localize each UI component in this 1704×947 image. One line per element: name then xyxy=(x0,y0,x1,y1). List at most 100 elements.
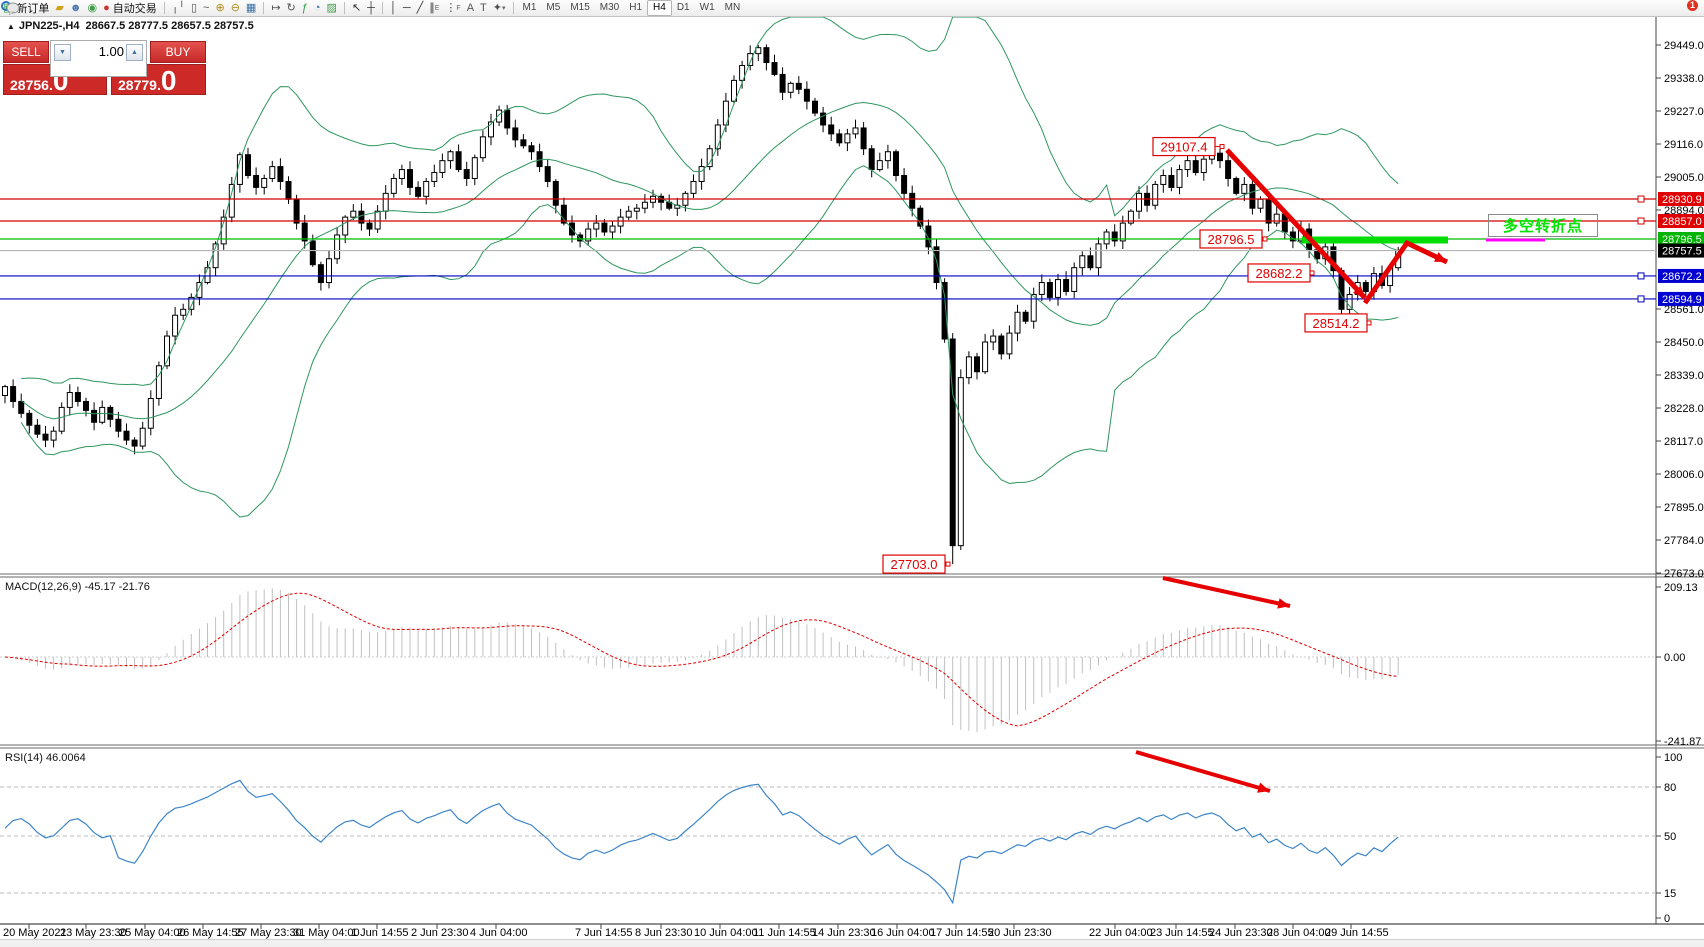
candlestick-chart-icon: ▯ xyxy=(190,2,198,14)
periods-icon: ◔ xyxy=(313,2,321,14)
templates-icon: ▨ xyxy=(326,2,337,14)
indicators-icon: ƒ xyxy=(301,2,308,14)
new-order-button-label: 新订单 xyxy=(16,3,50,15)
svg-text:28561.0: 28561.0 xyxy=(1664,304,1704,316)
horizontal-lines[interactable] xyxy=(0,195,1656,303)
zoom-in-icon[interactable]: ⊕ xyxy=(212,1,227,15)
chart-caption: ▲ JPN225-,H4 28667.5 28777.5 28657.5 28757… xyxy=(7,20,254,32)
horizontal-line-icon[interactable]: ─ xyxy=(400,1,414,15)
svg-text:15: 15 xyxy=(1664,888,1676,900)
trendline-icon[interactable]: ╱ xyxy=(414,1,427,15)
shift-end-icon[interactable]: ↦ xyxy=(268,1,283,15)
timeframe-w1-button[interactable]: W1 xyxy=(699,2,715,13)
toolbar-right-group: 1 xyxy=(1,0,1704,15)
svg-text:29449.0: 29449.0 xyxy=(1664,40,1704,52)
arrows-icon-sub: ▾ xyxy=(502,5,506,12)
candlestick-chart-icon[interactable]: ▯ xyxy=(188,1,200,15)
autotrading-button: ● xyxy=(103,2,110,14)
zoom-out-icon[interactable]: ⊖ xyxy=(228,1,243,15)
svg-text:-241.87: -241.87 xyxy=(1664,736,1701,748)
horizontal-line-icon: ─ xyxy=(402,2,411,14)
timeframe-m5-button[interactable]: M5 xyxy=(546,2,561,13)
sell-button[interactable]: SELL xyxy=(3,41,49,63)
bar-chart-icon[interactable]: ╷╵ xyxy=(169,1,188,15)
vertical-line-icon[interactable]: │ xyxy=(387,1,400,15)
svg-text:29107.4: 29107.4 xyxy=(1161,140,1208,155)
volume-increase-button[interactable]: ▲ xyxy=(126,44,143,61)
cursor-icon[interactable]: ↖ xyxy=(349,1,364,15)
svg-text:80: 80 xyxy=(1664,782,1676,794)
svg-text:28450.0: 28450.0 xyxy=(1664,337,1704,349)
svg-text:27703.0: 27703.0 xyxy=(891,557,938,572)
drawn-arrows[interactable] xyxy=(1135,148,1449,793)
shift-end-icon: ↦ xyxy=(271,2,281,14)
channel-icon: ∥ xyxy=(429,2,435,14)
svg-text:28796.5: 28796.5 xyxy=(1208,232,1255,247)
rsi-levels xyxy=(0,786,1656,894)
macd-values: -45.17 -21.76 xyxy=(84,581,150,593)
channel-icon[interactable]: ∥ E xyxy=(426,1,442,15)
buy-button[interactable]: BUY xyxy=(150,41,206,63)
buy-price-dot: . xyxy=(156,77,161,93)
timeframe-mn-button[interactable]: MN xyxy=(724,2,741,13)
annotation-price-labels[interactable]: 29107.4 28796.5 28682.2 28514.2 27703.0 xyxy=(882,136,1372,574)
timeframe-m30-button[interactable]: M30 xyxy=(599,2,620,13)
panel-frames xyxy=(0,16,1704,925)
macd-signal-line xyxy=(4,592,1399,727)
fibonacci-icon[interactable]: ⋮ F xyxy=(442,1,463,15)
one-click-trading-panel: 28756. 0 28779. 0 SELL BUY ▼ 1.00 ▲ xyxy=(3,40,206,95)
svg-text:10 Jun 04:00: 10 Jun 04:00 xyxy=(694,927,758,939)
timeframe-h4-button[interactable]: H4 xyxy=(647,0,672,16)
tile-windows-icon[interactable]: ▦ xyxy=(243,1,259,15)
green-support-bar[interactable] xyxy=(1302,236,1448,244)
collapse-arrow-icon[interactable]: ▲ xyxy=(7,22,15,31)
timeframe-d1-button[interactable]: D1 xyxy=(676,2,690,13)
svg-text:28514.2: 28514.2 xyxy=(1313,316,1360,331)
volume-value[interactable]: 1.00 xyxy=(98,44,124,59)
svg-text:11 Jun 14:55: 11 Jun 14:55 xyxy=(753,927,816,939)
indicators-icon[interactable]: ƒ xyxy=(299,1,311,15)
fibonacci-icon: ⋮ xyxy=(445,2,457,14)
svg-text:8 Jun 23:30: 8 Jun 23:30 xyxy=(635,927,693,939)
macd-label: MACD(12,26,9) -45.17 -21.76 xyxy=(5,581,150,593)
crosshair-icon: ┼ xyxy=(367,2,375,14)
auto-scroll-icon[interactable]: ↻ xyxy=(284,1,299,15)
chat-bubble-icon[interactable] xyxy=(6,0,22,15)
svg-text:209.13: 209.13 xyxy=(1664,582,1698,594)
autotrading-button[interactable]: ● 自动交易 xyxy=(100,1,160,15)
signals-icon[interactable]: ◉ xyxy=(84,1,100,15)
timeframe-m15-button[interactable]: M15 xyxy=(570,2,590,13)
magenta-line-segment[interactable] xyxy=(1486,238,1545,242)
periods-icon[interactable]: ◔ xyxy=(311,1,324,15)
svg-text:17 Jun 14:55: 17 Jun 14:55 xyxy=(930,927,994,939)
svg-text:28757.5: 28757.5 xyxy=(1662,246,1702,258)
text-icon[interactable]: A xyxy=(464,1,477,15)
crosshair-icon[interactable]: ┼ xyxy=(364,1,378,15)
svg-text:20 Jun 23:30: 20 Jun 23:30 xyxy=(988,927,1052,939)
label-icon[interactable]: T xyxy=(477,1,490,15)
svg-text:27673.0: 27673.0 xyxy=(1664,568,1704,580)
svg-text:28796.5: 28796.5 xyxy=(1662,234,1702,246)
trendline-icon: ╱ xyxy=(416,2,424,14)
label-icon: T xyxy=(480,2,487,14)
timeframe-m1-button[interactable]: M1 xyxy=(522,2,537,13)
toolbar-separator xyxy=(512,2,514,14)
ohlc-values: 28667.5 28777.5 28657.5 28757.5 xyxy=(85,20,254,32)
market-watch-icon[interactable]: ▰ xyxy=(52,1,66,15)
volume-stepper[interactable]: ▼ 1.00 ▲ xyxy=(50,40,147,77)
rsi-label: RSI(14) 46.0064 xyxy=(5,752,86,764)
notification-badge: 1 xyxy=(1687,0,1698,11)
buy-price-fraction: 0 xyxy=(160,65,177,96)
volume-decrease-button[interactable]: ▼ xyxy=(54,44,71,61)
turning-point-text-box[interactable]: 多空转折点 xyxy=(1488,214,1598,237)
line-chart-icon[interactable]: ~ xyxy=(200,1,212,15)
svg-text:29227.0: 29227.0 xyxy=(1664,106,1704,118)
signals-icon: ◉ xyxy=(87,2,98,14)
navigator-icon[interactable]: ☻ xyxy=(67,1,85,15)
arrows-icon[interactable]: ✦ ▾ xyxy=(490,1,509,15)
svg-text:27784.0: 27784.0 xyxy=(1664,535,1704,547)
templates-icon[interactable]: ▨ xyxy=(324,1,340,15)
timeframe-h1-button[interactable]: H1 xyxy=(629,2,643,13)
